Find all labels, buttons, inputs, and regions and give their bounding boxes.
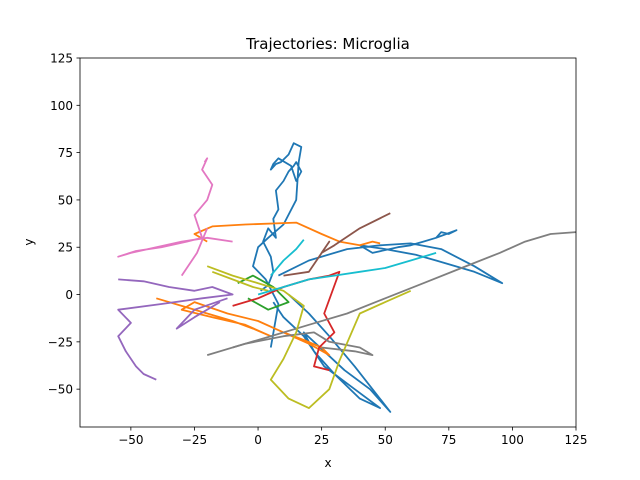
- trajectory-line-13: [232, 231, 576, 349]
- trajectory-line-18: [270, 239, 305, 277]
- trajectory-line-2: [278, 229, 504, 285]
- x-axis-label: x: [324, 456, 331, 470]
- x-tick-label: 50: [378, 433, 393, 447]
- x-tick-label: 75: [441, 433, 456, 447]
- y-tick-label: 125: [50, 52, 73, 66]
- y-tick-label: 75: [58, 146, 73, 160]
- x-tick-label: 0: [254, 433, 262, 447]
- axes: −50 −25 0 25 50 75 100 125 −50 −25 0 25 50 75 100 125: [48, 52, 588, 448]
- y-tick-label: 0: [65, 288, 73, 302]
- x-tick-label: −25: [182, 433, 207, 447]
- x-tick-label: −50: [118, 433, 143, 447]
- trajectory-line-11: [117, 157, 233, 258]
- trajectory-line-5: [156, 297, 331, 357]
- y-tick-label: −25: [48, 335, 73, 349]
- plot-area: [117, 142, 576, 413]
- y-tick-label: −50: [48, 383, 73, 397]
- y-axis-label: y: [22, 238, 36, 245]
- y-tick-label: 25: [58, 241, 73, 255]
- chart-title: Trajectories: Microglia: [245, 35, 410, 53]
- x-tick-label: 125: [565, 433, 588, 447]
- trajectory-line-4: [193, 221, 381, 247]
- x-tick-label: 25: [314, 433, 329, 447]
- trajectory-line-6: [237, 274, 290, 311]
- trajectory-line-15: [206, 265, 412, 410]
- x-tick-label: 100: [501, 433, 524, 447]
- trajectory-line-10: [283, 212, 391, 277]
- trajectory-line-7: [232, 270, 341, 372]
- trajectory-line-12: [180, 227, 209, 277]
- trajectory-line-14: [206, 331, 374, 357]
- trajectory-line-1: [252, 142, 303, 348]
- trajectory-line-8: [117, 278, 234, 381]
- trajectory-line-16: [211, 270, 269, 292]
- y-tick-label: 100: [50, 99, 73, 113]
- y-tick-label: 50: [58, 193, 73, 207]
- axes-frame: [79, 57, 577, 428]
- trajectory-line-9: [175, 297, 228, 330]
- trajectory-line-17: [257, 252, 437, 296]
